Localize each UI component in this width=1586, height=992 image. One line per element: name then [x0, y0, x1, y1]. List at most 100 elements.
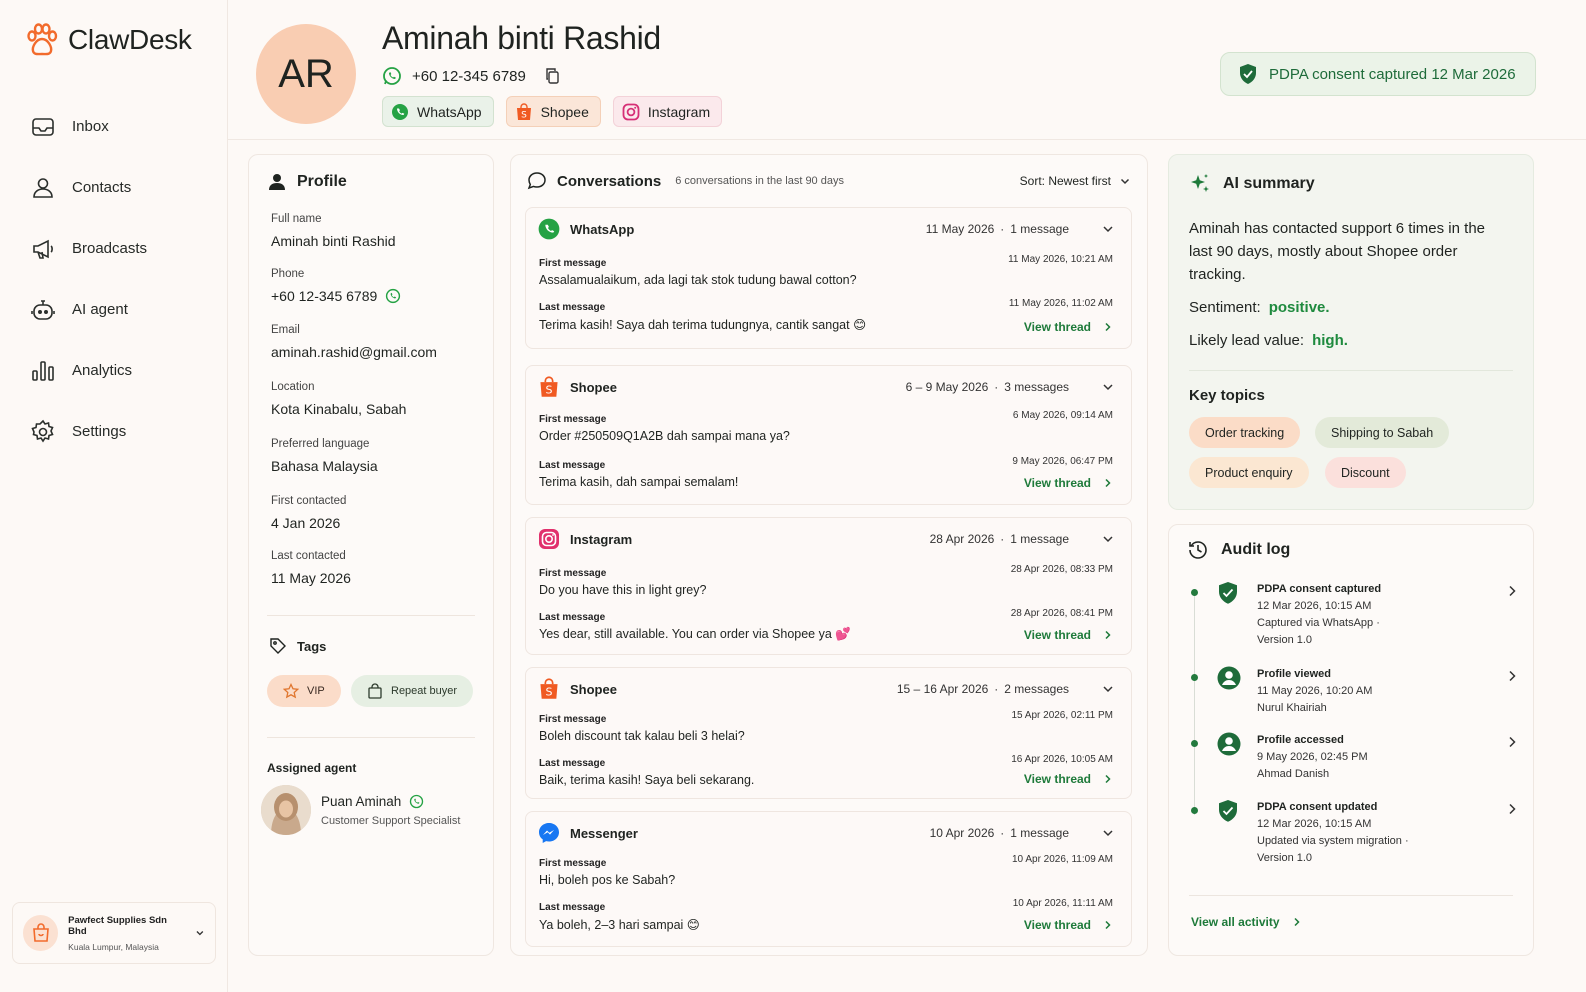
view-all-activity-link[interactable]: View all activity — [1191, 915, 1302, 929]
field-phone: Phone +60 12-345 6789 — [271, 268, 401, 304]
whatsapp-icon — [538, 218, 560, 240]
nav-item-inbox[interactable]: Inbox — [0, 96, 228, 157]
thread-channel: WhatsApp — [570, 221, 635, 237]
audit-item[interactable]: Profile accessed 9 May 2026, 02:45 PM Ahma… — [1187, 732, 1517, 782]
svg-text:S: S — [521, 110, 527, 120]
pdpa-consent-badge[interactable]: PDPA consent captured 12 Mar 2026 — [1220, 52, 1536, 96]
ai-summary-body: Aminah has contacted support 6 times in … — [1189, 220, 1486, 283]
topic-chip[interactable]: Order tracking — [1189, 417, 1301, 448]
first-message: First message 11 May 2026, 10:21 AM Assa… — [539, 254, 1113, 287]
channel-chip-instagram[interactable]: Instagram — [612, 96, 723, 127]
timeline-dot — [1191, 740, 1198, 747]
nav-label: Contacts — [72, 179, 132, 196]
topic-chip[interactable]: Discount — [1325, 457, 1406, 488]
agent-avatar — [261, 785, 311, 835]
nav-item-settings[interactable]: Settings — [0, 401, 228, 462]
chevron-down-icon[interactable] — [1101, 222, 1115, 236]
assigned-agent-title: Assigned agent — [267, 761, 357, 775]
tag-icon — [270, 638, 286, 654]
view-thread-link[interactable]: View thread — [1024, 772, 1113, 786]
thread-shopee[interactable]: S Shopee 6 – 9 May 2026 · 3 messages First… — [525, 365, 1132, 505]
divider — [267, 737, 475, 738]
divider — [1189, 895, 1513, 896]
chevron-down-icon[interactable] — [1101, 380, 1115, 394]
topic-chip[interactable]: Product enquiry — [1189, 457, 1309, 488]
shield-check-icon — [1240, 64, 1256, 84]
channel-chip-whatsapp[interactable]: WhatsApp — [382, 96, 494, 127]
thread-channel: Shopee — [570, 379, 617, 395]
tag-repeat-buyer[interactable]: Repeat buyer — [351, 675, 474, 707]
contact-header: AR Aminah binti Rashid +60 12-345 6789 W… — [228, 0, 1586, 140]
view-thread-link[interactable]: View thread — [1024, 628, 1113, 642]
nav-label: Analytics — [72, 362, 133, 379]
chevron-down-icon[interactable] — [1101, 826, 1115, 840]
agent-name: Puan Aminah — [321, 793, 402, 809]
channel-chip-shopee[interactable]: S Shopee — [505, 96, 601, 127]
chevron-down-icon — [196, 931, 204, 936]
org-switcher[interactable]: Pawfect Supplies Sdn Bhd Kuala Lumpur, M… — [12, 902, 216, 964]
sidebar: ClawDesk Inbox Contacts Broadcasts AI ag… — [0, 0, 228, 992]
audit-log-title: Audit log — [1187, 539, 1290, 561]
view-thread-link[interactable]: View thread — [1024, 320, 1113, 334]
sentiment-line: Sentiment: positive. — [1189, 299, 1330, 316]
audit-item[interactable]: PDPA consent captured 12 Mar 2026, 10:15 … — [1187, 581, 1517, 647]
svg-text:S: S — [546, 686, 553, 699]
view-thread-link[interactable]: View thread — [1024, 918, 1113, 932]
megaphone-icon — [33, 239, 53, 259]
shield-check-icon — [1219, 800, 1237, 822]
chevron-down-icon[interactable] — [1101, 532, 1115, 546]
key-topics-title: Key topics — [1189, 387, 1265, 404]
timeline-dot — [1191, 674, 1198, 681]
topic-chip[interactable]: Shipping to Sabah — [1315, 417, 1450, 448]
nav-item-analytics[interactable]: Analytics — [0, 340, 228, 401]
tag-vip[interactable]: VIP — [267, 675, 341, 707]
contact-avatar: AR — [256, 24, 356, 124]
history-icon — [1189, 541, 1207, 559]
copy-icon[interactable] — [544, 67, 562, 85]
sort-dropdown[interactable]: Sort: Newest first — [1020, 174, 1131, 188]
robot-icon — [31, 299, 55, 320]
conversations-title: Conversations — [557, 172, 662, 190]
shopee-icon: S — [540, 376, 558, 397]
timeline-line — [1194, 591, 1195, 815]
thread-shopee[interactable]: S Shopee 15 – 16 Apr 2026 · 2 messages Fir… — [525, 667, 1132, 799]
agent-role: Customer Support Specialist — [321, 814, 461, 827]
field-full-name: Full name Aminah binti Rashid — [271, 213, 396, 249]
shopee-icon: S — [540, 678, 558, 699]
chevron-right-icon — [1509, 736, 1516, 748]
first-message: First message 15 Apr 2026, 02:11 PM Bole… — [539, 710, 1113, 743]
chevron-right-icon — [1105, 478, 1111, 488]
app-logo[interactable]: ClawDesk — [24, 22, 192, 58]
sparkle-icon — [1191, 174, 1209, 192]
audit-item[interactable]: Profile viewed 11 May 2026, 10:20 AM Nurul… — [1187, 666, 1517, 716]
audit-item[interactable]: PDPA consent updated 12 Mar 2026, 10:15 A… — [1187, 799, 1517, 865]
nav-label: Broadcasts — [72, 240, 148, 257]
thread-whatsapp[interactable]: WhatsApp 11 May 2026 · 1 message First mes… — [525, 207, 1132, 349]
conversations-subtitle: 6 conversations in the last 90 days — [675, 175, 844, 187]
org-location: Kuala Lumpur, Malaysia — [68, 941, 159, 952]
chevron-right-icon — [1105, 630, 1111, 640]
org-name: Pawfect Supplies Sdn Bhd — [68, 914, 167, 937]
shopee-icon: S — [516, 102, 531, 120]
divider — [1189, 370, 1513, 371]
nav-item-broadcasts[interactable]: Broadcasts — [0, 218, 228, 279]
timeline-dot — [1191, 589, 1198, 596]
profile-title: Profile — [269, 173, 347, 191]
chevron-right-icon — [1293, 917, 1300, 927]
view-thread-link[interactable]: View thread — [1024, 476, 1113, 490]
nav-item-contacts[interactable]: Contacts — [0, 157, 228, 218]
thread-instagram[interactable]: Instagram 28 Apr 2026 · 1 message First me… — [525, 517, 1132, 655]
thread-channel: Instagram — [570, 531, 633, 547]
divider — [267, 615, 475, 616]
chevron-down-icon[interactable] — [1101, 682, 1115, 696]
lead-value-line: Likely lead value: high. — [1189, 332, 1348, 349]
person-icon — [269, 174, 285, 190]
contact-phone: +60 12-345 6789 — [412, 67, 526, 85]
chevron-right-icon — [1105, 322, 1111, 332]
assigned-agent[interactable]: Puan Aminah Customer Support Specialist — [261, 785, 460, 835]
shield-check-icon — [1219, 582, 1237, 604]
thread-messenger[interactable]: Messenger 10 Apr 2026 · 1 message First me… — [525, 811, 1132, 947]
contact-phone-row: +60 12-345 6789 — [382, 66, 562, 86]
first-message: First message 28 Apr 2026, 08:33 PM Do y… — [539, 564, 1113, 597]
nav-item-ai-agent[interactable]: AI agent — [0, 279, 228, 340]
